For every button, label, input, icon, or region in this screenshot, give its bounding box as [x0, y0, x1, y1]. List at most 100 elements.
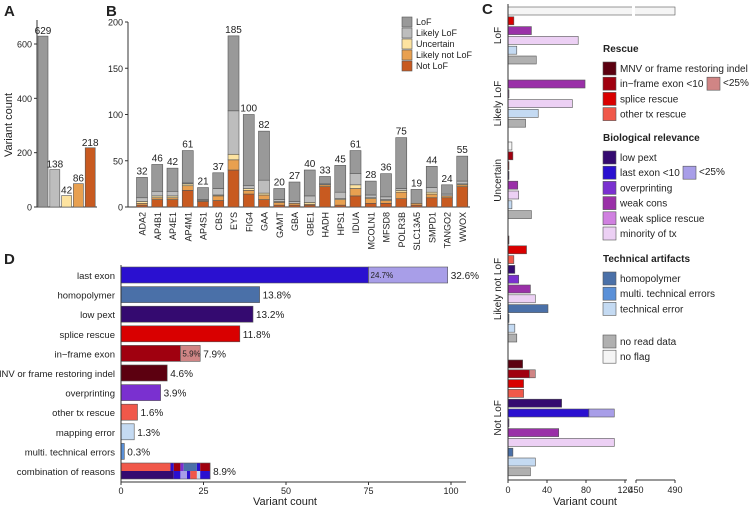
- c-legend-swatch-homopolymer: [602, 271, 617, 286]
- c-bar-homopolymer: [507, 304, 549, 313]
- c-legend-swatch-lowpext: [602, 150, 617, 165]
- c-legend-label: weak cons: [619, 199, 667, 210]
- b-legend-swatch: [401, 49, 413, 61]
- d-row-pct-label: 13.2%: [256, 310, 284, 321]
- d-x-tick-label: 25: [198, 486, 208, 496]
- c-legend-swatch-lt25: [682, 165, 697, 180]
- d-row-pct-label: 32.6%: [451, 271, 479, 282]
- d-row-pct-label: 8.9%: [213, 467, 236, 478]
- c-legend-label: weak splice rescue: [619, 214, 705, 225]
- c-x-tick-label: 490: [667, 485, 682, 495]
- b-bar-total-label: 32: [136, 166, 148, 177]
- d-row-label: in−frame exon: [55, 349, 115, 360]
- a-y-tick-label: 400: [17, 94, 32, 104]
- b-bar-segment-not-lof: [258, 199, 270, 208]
- b-bar-segment-lof: [425, 166, 438, 188]
- b-bar-segment-likely-lof: [242, 185, 255, 189]
- d-row-pct-label: 0.3%: [127, 447, 150, 458]
- b-bar-segment-lof: [410, 189, 423, 204]
- b-bar-segment-likely-lof: [151, 190, 164, 197]
- a-bar-value-label: 138: [46, 160, 63, 171]
- a-bar-value-label: 218: [82, 138, 99, 149]
- b-bar-total-label: 33: [319, 165, 331, 176]
- b-legend-label: Likely LoF: [416, 28, 458, 38]
- c-legend-label: homopolymer: [620, 274, 681, 285]
- a-bar-uncertain: [61, 195, 72, 208]
- c-bar-weakcons: [507, 284, 531, 294]
- b-bar-total-label: 28: [365, 170, 377, 181]
- b-bar-segment-likely-lof: [227, 110, 240, 155]
- a-bar-not-lof: [84, 147, 96, 208]
- b-bar-segment-not-lof: [441, 197, 453, 208]
- b-bar-segment-likely-not-lof: [242, 190, 255, 195]
- b-bar-segment-not-lof: [364, 203, 377, 208]
- c-legend-swatch-mnv: [602, 61, 617, 76]
- c-x-axis-label: Variant count: [553, 496, 617, 508]
- d-bar-splice: [120, 325, 241, 343]
- a-bar-value-label: 86: [73, 174, 85, 185]
- d-row-pct-label: 3.9%: [164, 389, 187, 400]
- c-legend-label: no flag: [620, 352, 650, 363]
- b-bar-total-label: 42: [167, 157, 179, 168]
- b-bar-total-label: 75: [396, 127, 408, 138]
- b-legend-swatch: [401, 60, 413, 72]
- a-bar-value-label: 629: [35, 26, 52, 37]
- b-gene-label: GBA: [290, 212, 300, 231]
- b-gene-label: IDUA: [351, 212, 361, 234]
- c-bar-lastexon-lt25: [588, 408, 615, 418]
- d-bar-inframe: [120, 345, 181, 362]
- b-bar-segment-not-lof: [227, 169, 240, 208]
- c-legend-swatch-noflag: [602, 349, 617, 364]
- c-bar-techerror: [507, 200, 513, 210]
- b-bar-segment-lof: [456, 155, 469, 182]
- b-bar-segment-lof: [273, 188, 286, 200]
- b-bar-segment-likely-lof: [425, 187, 438, 193]
- b-bar-segment-likely-not-lof: [380, 200, 392, 204]
- b-bar-segment-not-lof: [166, 199, 179, 208]
- d-row-label: homopolymer: [57, 291, 115, 302]
- c-bar-noread: [507, 333, 518, 343]
- b-bar-total-label: 45: [335, 154, 347, 165]
- b-gene-label: WWOX: [458, 212, 468, 242]
- b-gene-label: TANGO2: [443, 212, 453, 248]
- b-bar-segment-not-lof: [212, 200, 225, 208]
- c-legend-swatch-overprinting: [602, 181, 617, 195]
- b-bar-segment-lof: [364, 180, 377, 196]
- d-row-label: splice rescue: [60, 330, 115, 341]
- b-bar-segment-not-lof: [242, 193, 255, 208]
- a-y-tick-label: 0: [27, 203, 32, 213]
- c-legend-label: overprinting: [620, 183, 672, 194]
- c-group-label: Not LoF: [493, 400, 504, 436]
- b-bar-total-label: 36: [380, 163, 392, 174]
- b-gene-label: POLR3B: [397, 212, 407, 248]
- c-bar-weakcons: [507, 428, 560, 437]
- b-gene-label: HADH: [321, 212, 331, 238]
- c-legend-swatch-weakcons: [602, 196, 617, 210]
- c-x-tick-label: 450: [628, 485, 643, 495]
- d-bar-lastexon-lt25: [368, 266, 448, 284]
- b-bar-segment-likely-lof: [380, 196, 392, 200]
- c-legend-swatch-multi: [602, 286, 617, 301]
- b-legend-label: Uncertain: [416, 39, 455, 49]
- b-bar-segment-lof: [349, 150, 362, 174]
- a-bar-value-label: 42: [61, 186, 73, 197]
- c-bar-noread: [507, 118, 526, 128]
- c-bar-weakcons: [507, 180, 519, 190]
- c-bar-inframe-lt25: [529, 369, 536, 379]
- b-bar-segment-likely-lof: [364, 194, 377, 199]
- b-bar-segment-likely-lof: [136, 197, 148, 202]
- c-bar-techerror: [507, 109, 539, 118]
- b-bar-segment-lof: [242, 114, 255, 187]
- b-bar-segment-lof: [258, 130, 270, 181]
- b-gene-label: EYS: [229, 212, 239, 230]
- d-bar-othertx: [120, 403, 138, 421]
- b-bar-total-label: 37: [213, 162, 225, 173]
- b-bar-segment-lof: [136, 177, 148, 199]
- b-bar-total-label: 20: [274, 178, 286, 189]
- panel-label: B: [106, 3, 117, 20]
- a-bar-likely-lof: [49, 169, 61, 208]
- d-bar-techerror: [120, 423, 135, 441]
- c-legend-swatch-lt25: [706, 76, 721, 91]
- b-gene-label: HPS1: [336, 212, 346, 236]
- d-combo-segment-lastexon_lt25: [180, 471, 187, 479]
